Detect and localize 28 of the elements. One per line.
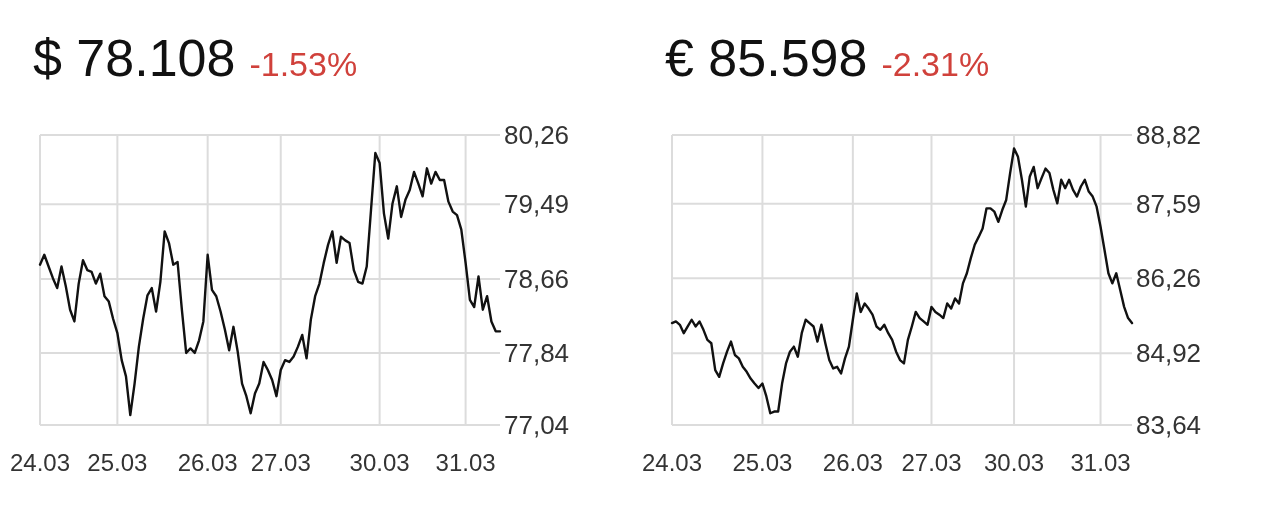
x-tick-label: 26.03: [177, 449, 238, 476]
x-tick-label: 25.03: [87, 449, 148, 476]
y-tick-label: 80,26: [504, 120, 570, 151]
chart-subtitle: -2.31%: [881, 45, 990, 83]
y-tick-label: 78,66: [504, 264, 570, 295]
x-tick-label: 24.03: [9, 449, 71, 476]
y-tick-label: 83,64: [1136, 410, 1202, 441]
chart-title: $ 78.108: [33, 29, 236, 87]
x-tick-label: 26.03: [822, 449, 883, 476]
x-tick-label: 24.03: [641, 449, 703, 476]
x-tick-label: 25.03: [732, 449, 793, 476]
x-tick-label: 27.03: [901, 449, 962, 476]
y-tick-label: 84,92: [1136, 338, 1202, 369]
y-tick-label: 77,04: [504, 410, 570, 441]
y-tick-label: 86,26: [1136, 263, 1202, 294]
chart-subtitle: -1.53%: [249, 45, 358, 83]
y-tick-label: 79,49: [504, 189, 570, 220]
y-tick-label: 77,84: [504, 338, 570, 369]
x-tick-label: 30.03: [349, 449, 410, 476]
line-series: [670, 147, 1134, 415]
y-tick-label: 88,82: [1136, 120, 1202, 151]
x-tick-label: 27.03: [250, 449, 311, 476]
line-series: [38, 151, 502, 417]
x-tick-label: 31.03: [435, 449, 496, 476]
y-tick-label: 87,59: [1136, 188, 1202, 219]
chart-title: € 85.598: [665, 29, 868, 87]
x-tick-label: 31.03: [1070, 449, 1131, 476]
x-tick-label: 30.03: [984, 449, 1045, 476]
